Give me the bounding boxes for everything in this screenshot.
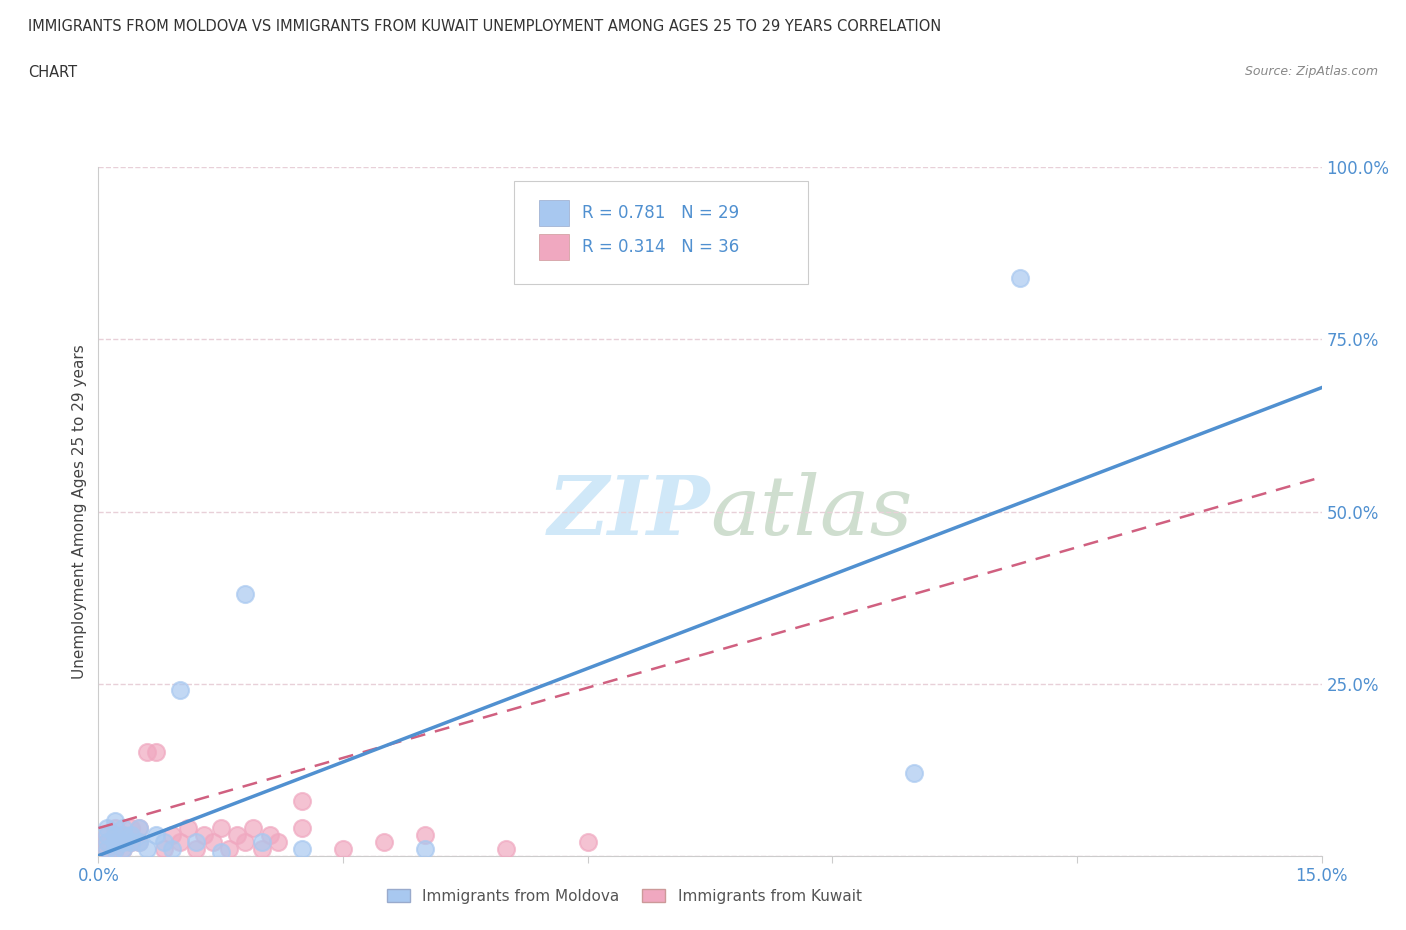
Point <box>96 834 118 849</box>
Point <box>104 842 127 857</box>
Point <box>413 842 436 857</box>
Point <box>193 828 215 843</box>
Point <box>111 834 134 849</box>
Text: CHART: CHART <box>28 65 77 80</box>
Point <box>120 828 142 843</box>
Point <box>209 820 232 835</box>
Point <box>177 820 200 835</box>
Point <box>1008 270 1031 285</box>
Point <box>152 834 174 849</box>
Legend: Immigrants from Moldova, Immigrants from Kuwait: Immigrants from Moldova, Immigrants from… <box>381 883 868 910</box>
Point <box>145 745 167 760</box>
Point <box>120 820 142 835</box>
Point <box>111 842 134 857</box>
Point <box>104 842 127 857</box>
Point <box>136 745 159 760</box>
Point <box>291 793 314 808</box>
Point <box>250 834 273 849</box>
Point <box>169 834 191 849</box>
Point <box>291 820 314 835</box>
Point <box>291 842 314 857</box>
Text: R = 0.314   N = 36: R = 0.314 N = 36 <box>582 238 738 257</box>
Point <box>104 828 127 843</box>
Point <box>233 587 256 602</box>
Point <box>186 834 208 849</box>
Point <box>96 820 118 835</box>
Point <box>128 820 150 835</box>
Point <box>160 828 183 843</box>
Point <box>186 842 208 857</box>
Point <box>111 820 134 835</box>
FancyBboxPatch shape <box>538 234 569 260</box>
FancyBboxPatch shape <box>538 200 569 226</box>
Point <box>413 828 436 843</box>
Point <box>226 828 249 843</box>
Point <box>201 834 224 849</box>
Point <box>218 842 240 857</box>
Point <box>169 683 191 698</box>
Point <box>104 814 127 829</box>
Point <box>495 842 517 857</box>
Text: atlas: atlas <box>710 472 912 551</box>
Point <box>111 828 134 843</box>
Point <box>259 828 281 843</box>
FancyBboxPatch shape <box>515 181 808 285</box>
Point <box>96 828 118 843</box>
Point <box>96 834 118 849</box>
Text: Source: ZipAtlas.com: Source: ZipAtlas.com <box>1244 65 1378 78</box>
Point <box>136 842 159 857</box>
Point <box>111 842 134 857</box>
Point <box>152 842 174 857</box>
Point <box>104 834 127 849</box>
Point <box>96 828 118 843</box>
Point <box>332 842 354 857</box>
Point <box>120 834 142 849</box>
Point <box>242 820 264 835</box>
Point <box>96 842 118 857</box>
Text: ZIP: ZIP <box>547 472 710 551</box>
Point <box>250 842 273 857</box>
Point <box>903 765 925 780</box>
Point <box>209 844 232 859</box>
Point <box>267 834 290 849</box>
Point <box>128 834 150 849</box>
Point <box>111 828 134 843</box>
Point <box>233 834 256 849</box>
Point <box>120 834 142 849</box>
Point <box>128 820 150 835</box>
Point <box>96 842 118 857</box>
Text: R = 0.781   N = 29: R = 0.781 N = 29 <box>582 204 738 222</box>
Point <box>104 834 127 849</box>
Y-axis label: Unemployment Among Ages 25 to 29 years: Unemployment Among Ages 25 to 29 years <box>72 344 87 679</box>
Text: IMMIGRANTS FROM MOLDOVA VS IMMIGRANTS FROM KUWAIT UNEMPLOYMENT AMONG AGES 25 TO : IMMIGRANTS FROM MOLDOVA VS IMMIGRANTS FR… <box>28 19 942 33</box>
Point <box>104 820 127 835</box>
Point <box>160 842 183 857</box>
Point <box>373 834 395 849</box>
Point <box>576 834 599 849</box>
Point <box>128 834 150 849</box>
Point <box>145 828 167 843</box>
